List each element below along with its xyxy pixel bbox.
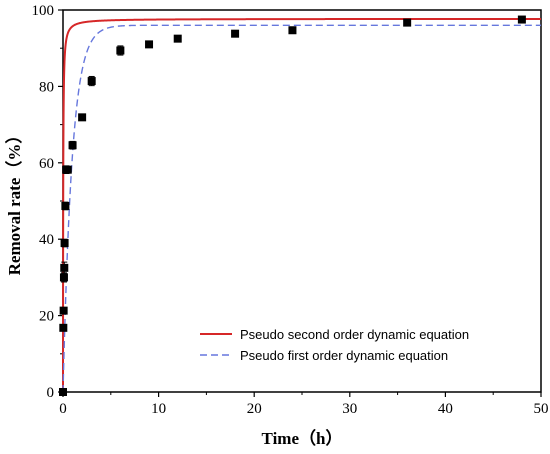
- legend-label: Pseudo first order dynamic equation: [240, 348, 448, 363]
- data-point: [78, 113, 87, 122]
- data-point: [59, 306, 68, 315]
- fit-curve-pseudo-first-order: [62, 24, 541, 392]
- x-axis-title: Time（h）: [262, 428, 343, 448]
- y-tick-label: 100: [32, 3, 55, 19]
- y-tick-label: 20: [39, 309, 54, 325]
- data-point: [60, 263, 69, 272]
- data-point: [173, 34, 182, 43]
- data-point: [60, 239, 69, 248]
- y-axis-title: Removal rate（%）: [4, 127, 24, 276]
- data-point: [288, 26, 297, 35]
- data-point: [231, 29, 240, 38]
- data-point: [63, 165, 72, 174]
- data-point: [59, 323, 68, 332]
- x-tick-label: 40: [438, 401, 453, 417]
- x-tick-label: 30: [342, 401, 357, 417]
- x-tick-label: 20: [247, 401, 262, 417]
- x-tick-label: 50: [534, 401, 549, 417]
- fit-curve-pseudo-second-order: [62, 17, 541, 392]
- data-marks: [59, 15, 541, 396]
- data-point: [145, 40, 154, 49]
- data-point: [517, 15, 526, 24]
- data-point: [59, 273, 68, 282]
- data-point: [68, 141, 77, 150]
- data-point: [403, 18, 412, 27]
- axes: 0 10 20 30 40 50 0 20 40 60 80 100: [32, 3, 549, 417]
- legend: Pseudo second order dynamic equation Pseu…: [200, 327, 469, 363]
- data-point: [116, 46, 125, 55]
- legend-label: Pseudo second order dynamic equation: [240, 327, 469, 342]
- x-tick-label: 0: [59, 401, 67, 417]
- data-point: [61, 201, 70, 210]
- data-point: [59, 388, 67, 396]
- y-tick-label: 40: [39, 232, 54, 248]
- y-tick-label: 60: [39, 156, 54, 172]
- x-tick-label: 10: [151, 401, 166, 417]
- y-tick-label: 80: [39, 79, 54, 95]
- y-tick-label: 0: [47, 385, 55, 401]
- data-point: [87, 77, 96, 86]
